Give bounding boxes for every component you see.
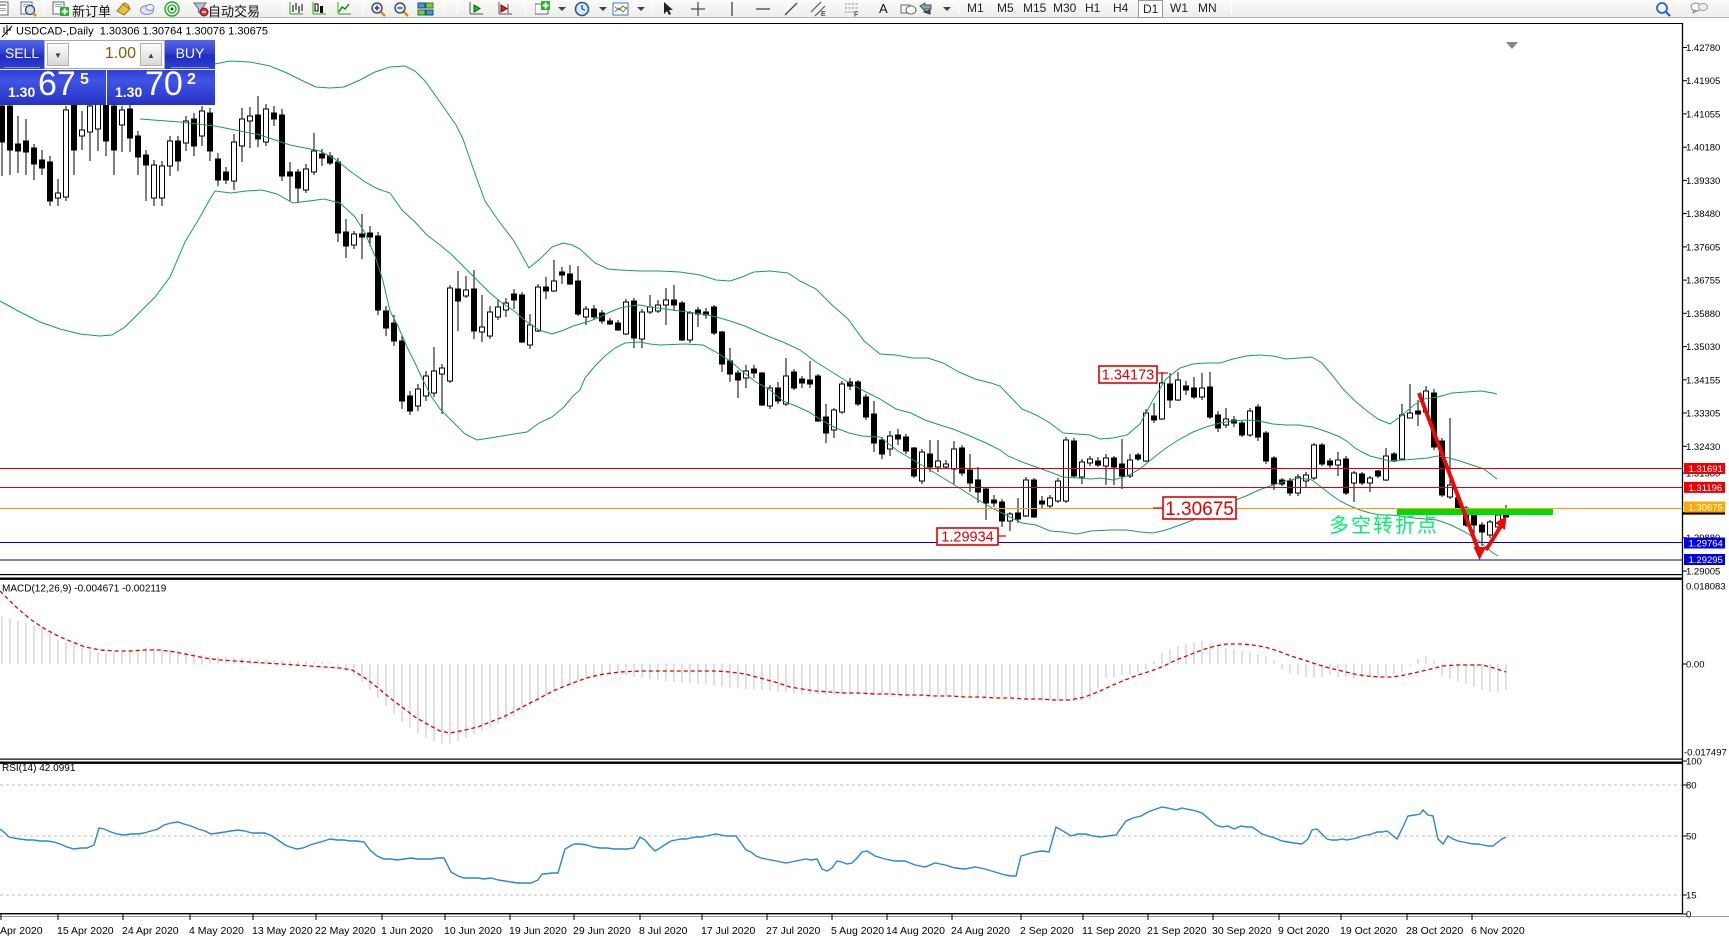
svg-text:1 Jun 2020: 1 Jun 2020 xyxy=(381,925,433,937)
svg-text:17 Jul 2020: 17 Jul 2020 xyxy=(701,925,755,937)
svg-text:11 Sep 2020: 11 Sep 2020 xyxy=(1082,925,1141,937)
svg-text:RSI(14) 42.0991: RSI(14) 42.0991 xyxy=(2,763,76,774)
svg-text:80: 80 xyxy=(1686,781,1697,792)
svg-text:0: 0 xyxy=(1686,910,1691,921)
svg-text:1.33305: 1.33305 xyxy=(1686,409,1720,420)
svg-text:19 Jun 2020: 19 Jun 2020 xyxy=(509,925,567,937)
svg-text:19 Oct 2020: 19 Oct 2020 xyxy=(1340,925,1397,937)
svg-text:1.40180: 1.40180 xyxy=(1686,143,1720,154)
svg-text:28 Oct 2020: 28 Oct 2020 xyxy=(1406,925,1463,937)
svg-text:100: 100 xyxy=(1686,757,1702,768)
svg-text:1.29934: 1.29934 xyxy=(941,530,993,546)
svg-text:6 Nov 2020: 6 Nov 2020 xyxy=(1471,925,1525,937)
svg-text:1.31691: 1.31691 xyxy=(1689,464,1723,475)
svg-text:1.38480: 1.38480 xyxy=(1686,209,1720,220)
svg-text:2 Sep 2020: 2 Sep 2020 xyxy=(1020,925,1074,937)
svg-text:27 Jul 2020: 27 Jul 2020 xyxy=(766,925,820,937)
svg-text:-0.017497: -0.017497 xyxy=(1684,748,1727,759)
svg-text:E: E xyxy=(821,11,826,17)
svg-text:多空转折点: 多空转折点 xyxy=(1329,514,1439,537)
svg-text:24 Apr 2020: 24 Apr 2020 xyxy=(122,925,179,937)
svg-text:1.35030: 1.35030 xyxy=(1686,342,1720,353)
svg-text:1.32430: 1.32430 xyxy=(1686,442,1720,453)
svg-text:1.41905: 1.41905 xyxy=(1686,76,1720,87)
svg-text:50: 50 xyxy=(1686,832,1697,843)
svg-text:1.35880: 1.35880 xyxy=(1686,309,1720,320)
svg-text:1.39330: 1.39330 xyxy=(1686,176,1720,187)
svg-text:1.29295: 1.29295 xyxy=(1689,555,1723,566)
svg-text:1.42780: 1.42780 xyxy=(1686,43,1720,54)
svg-text:0.018083: 0.018083 xyxy=(1686,582,1726,593)
svg-text:1.29005: 1.29005 xyxy=(1686,567,1720,578)
svg-text:1.34155: 1.34155 xyxy=(1686,375,1720,386)
svg-text:1.30675: 1.30675 xyxy=(1165,499,1234,520)
svg-text:1.36755: 1.36755 xyxy=(1686,276,1720,287)
svg-text:8 Jul 2020: 8 Jul 2020 xyxy=(639,925,688,937)
svg-text:Apr 2020: Apr 2020 xyxy=(0,925,43,937)
svg-text:22 May 2020: 22 May 2020 xyxy=(315,925,376,937)
svg-text:15: 15 xyxy=(1686,891,1697,902)
svg-text:10 Jun 2020: 10 Jun 2020 xyxy=(444,925,502,937)
svg-text:29 Jun 2020: 29 Jun 2020 xyxy=(573,925,631,937)
svg-text:1.31580: 1.31580 xyxy=(1686,469,1720,480)
svg-text:F: F xyxy=(854,12,858,18)
svg-text:USDCAD-,Daily 1.30306 1.30764: USDCAD-,Daily 1.30306 1.30764 1.30076 1.… xyxy=(16,26,268,38)
svg-text:14 Aug 2020: 14 Aug 2020 xyxy=(886,925,945,937)
svg-text:4 May 2020: 4 May 2020 xyxy=(189,925,244,937)
svg-text:21 Sep 2020: 21 Sep 2020 xyxy=(1147,925,1207,937)
svg-text:1.29764: 1.29764 xyxy=(1689,539,1723,550)
svg-text:13 May 2020: 13 May 2020 xyxy=(252,925,313,937)
svg-text:5 Aug 2020: 5 Aug 2020 xyxy=(831,925,884,937)
svg-text:30 Sep 2020: 30 Sep 2020 xyxy=(1212,925,1272,937)
svg-text:1.41055: 1.41055 xyxy=(1686,109,1720,120)
svg-text:0.00: 0.00 xyxy=(1686,660,1705,671)
svg-text:15 Apr 2020: 15 Apr 2020 xyxy=(57,925,114,937)
svg-text:24 Aug 2020: 24 Aug 2020 xyxy=(951,925,1010,937)
svg-text:1.30675: 1.30675 xyxy=(1689,503,1723,514)
svg-text:1.34173: 1.34173 xyxy=(1102,368,1154,384)
svg-text:1.37605: 1.37605 xyxy=(1686,242,1720,253)
svg-text:9 Oct 2020: 9 Oct 2020 xyxy=(1278,925,1330,937)
svg-text:1.31196: 1.31196 xyxy=(1689,483,1723,494)
svg-text:MACD(12,26,9) -0.004671 -0.002: MACD(12,26,9) -0.004671 -0.002119 xyxy=(2,584,167,595)
